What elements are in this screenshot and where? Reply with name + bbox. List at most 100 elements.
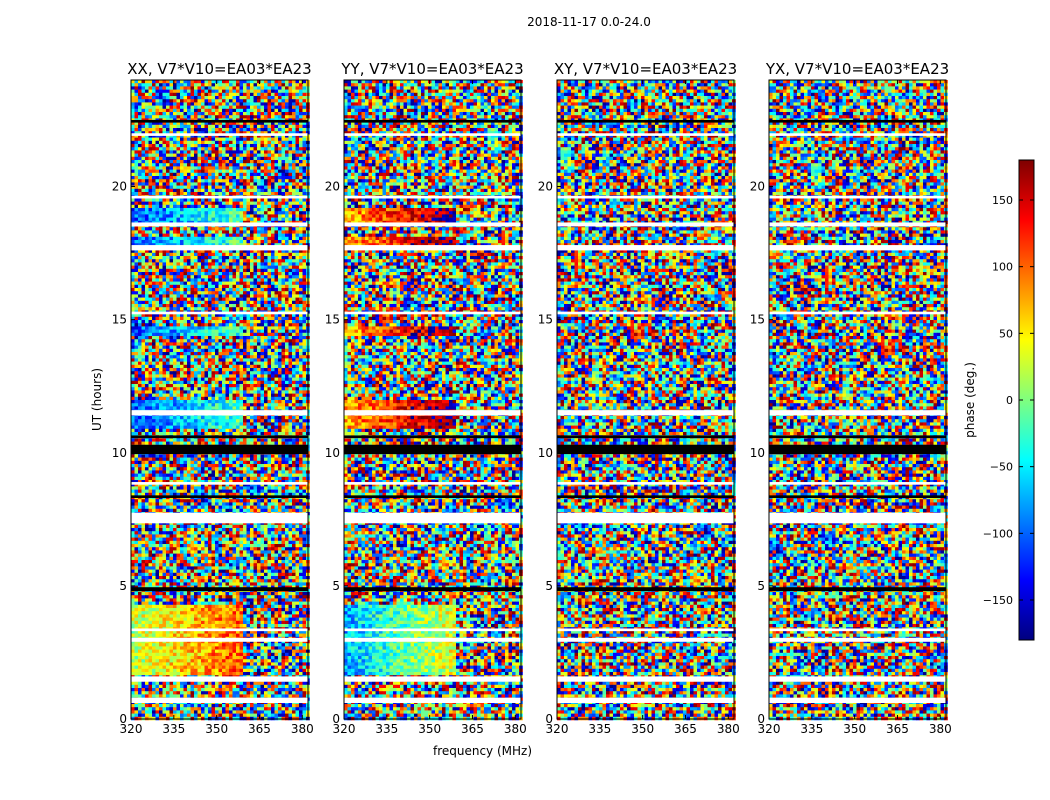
- x-tick-label: 350: [205, 722, 228, 736]
- x-tick-label: 365: [461, 722, 484, 736]
- panels: XX, V7*V10=EA03*EA23 320 335 350 365 380 0 5 10 1…: [90, 60, 952, 758]
- flagged-band: [769, 222, 946, 227]
- flagged-band: [344, 311, 521, 315]
- flagged-band: [131, 311, 308, 315]
- colorbar-tick-label: 50: [999, 327, 1013, 340]
- flagged-band: [769, 410, 946, 416]
- x-tick-label: 335: [800, 722, 823, 736]
- y-tick-label: 10: [112, 446, 127, 460]
- x-tick-label: 365: [248, 722, 271, 736]
- flagged-band: [557, 311, 734, 315]
- colorbar-tick-label: −150: [983, 594, 1013, 607]
- flagged-band: [344, 697, 521, 704]
- flagged-band: [344, 133, 521, 136]
- y-tick-label: 5: [332, 579, 340, 593]
- flagged-band: [344, 222, 521, 227]
- black-band: [557, 587, 734, 592]
- colorbar: −150 −100 −50 0 50 100 150 phase (deg.): [963, 159, 1035, 641]
- flagged-band: [769, 245, 946, 251]
- y-tick-label: 15: [538, 313, 553, 327]
- x-tick-label: 380: [717, 722, 740, 736]
- axes-frame: [343, 79, 522, 720]
- black-band: [344, 495, 521, 499]
- x-tick-label: 365: [886, 722, 909, 736]
- flagged-band: [344, 676, 521, 682]
- y-tick-label: 20: [325, 180, 340, 194]
- black-band: [344, 587, 521, 592]
- flagged-band: [344, 245, 521, 251]
- black-band: [131, 435, 308, 439]
- flagged-band: [769, 628, 946, 632]
- black-band: [769, 587, 946, 592]
- flagged-band: [557, 482, 734, 485]
- y-tick-label: 0: [545, 712, 553, 726]
- y-tick-label: 20: [112, 180, 127, 194]
- flagged-band: [769, 195, 946, 199]
- x-tick-label: 320: [120, 722, 143, 736]
- black-band: [769, 495, 946, 499]
- flagged-band: [557, 637, 734, 642]
- axes-frame: [556, 79, 735, 720]
- x-tick-label: 335: [162, 722, 185, 736]
- flagged-band: [131, 482, 308, 485]
- y-tick-label: 5: [119, 579, 127, 593]
- y-tick-label: 10: [538, 446, 553, 460]
- y-tick-label: 0: [757, 712, 765, 726]
- flagged-band: [131, 195, 308, 199]
- flagged-band: [769, 512, 946, 524]
- black-band: [769, 435, 946, 439]
- flagged-band: [769, 676, 946, 682]
- colorbar-tick-label: 150: [992, 194, 1013, 207]
- x-tick-label: 365: [674, 722, 697, 736]
- flagged-band: [769, 697, 946, 704]
- x-tick-label: 380: [929, 722, 952, 736]
- flagged-band: [131, 676, 308, 682]
- black-band: [557, 495, 734, 499]
- y-tick-label: 5: [757, 579, 765, 593]
- x-tick-label: 350: [418, 722, 441, 736]
- black-band: [557, 435, 734, 439]
- axes-frame: [130, 79, 309, 720]
- flagged-band: [557, 628, 734, 632]
- flagged-band: [557, 195, 734, 199]
- flagged-band: [131, 637, 308, 642]
- flagged-band: [131, 512, 308, 524]
- panel-title: YY, V7*V10=EA03*EA23: [340, 60, 523, 78]
- flagged-band: [557, 697, 734, 704]
- flagged-band: [344, 410, 521, 416]
- black-band: [344, 119, 521, 123]
- flagged-band: [769, 133, 946, 136]
- black-band: [769, 444, 946, 455]
- flagged-band: [557, 410, 734, 416]
- colorbar-label: phase (deg.): [963, 362, 977, 438]
- flagged-band: [344, 482, 521, 485]
- y-tick-label: 10: [750, 446, 765, 460]
- flagged-band: [344, 195, 521, 199]
- flagged-band: [131, 410, 308, 416]
- black-band: [344, 435, 521, 439]
- x-tick-label: 320: [546, 722, 569, 736]
- x-tick-label: 335: [375, 722, 398, 736]
- panel-xy: XY, V7*V10=EA03*EA23 320 335 350 365 380 0 5 10 1…: [538, 60, 740, 736]
- y-tick-label: 20: [538, 180, 553, 194]
- flagged-band: [557, 245, 734, 251]
- flagged-band: [131, 628, 308, 632]
- black-band: [769, 119, 946, 123]
- flagged-band: [557, 133, 734, 136]
- black-band: [557, 119, 734, 123]
- x-tick-label: 320: [758, 722, 781, 736]
- flagged-band: [557, 676, 734, 682]
- colorbar-tick-label: −50: [990, 461, 1013, 474]
- panel-title: YX, V7*V10=EA03*EA23: [765, 60, 949, 78]
- black-band: [131, 495, 308, 499]
- panel-title: XX, V7*V10=EA03*EA23: [127, 60, 311, 78]
- heatmap-cells: [131, 80, 310, 721]
- x-tick-label: 320: [333, 722, 356, 736]
- y-tick-label: 20: [750, 180, 765, 194]
- flagged-band: [344, 512, 521, 524]
- panel-title: XY, V7*V10=EA03*EA23: [554, 60, 737, 78]
- flagged-band: [131, 133, 308, 136]
- heatmap-cells: [344, 80, 523, 721]
- black-band: [344, 444, 521, 455]
